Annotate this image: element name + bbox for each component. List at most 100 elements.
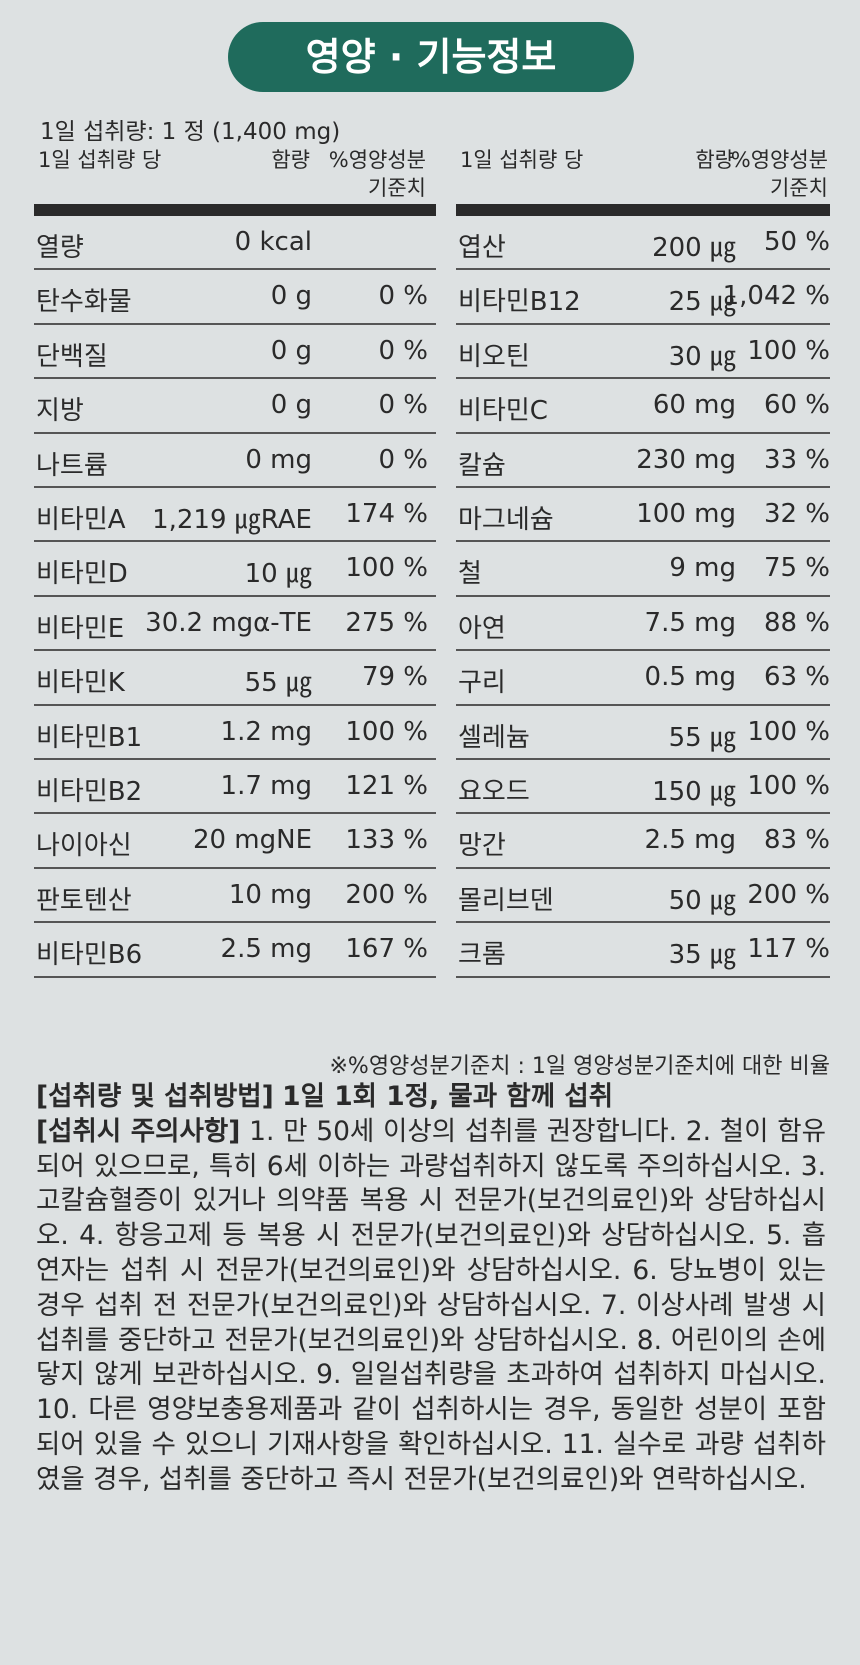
nutrient-amount: 10 mg bbox=[228, 879, 312, 910]
nutrient-name: 비타민A bbox=[36, 505, 126, 535]
nutrient-amount: 1,219 ㎍RAE bbox=[152, 505, 312, 535]
caution: [섭취시 주의사항] 1. 만 50세 이상의 섭취를 권장합니다. 2. 철이… bbox=[36, 1115, 826, 1498]
nutrient-name: 셀레늄 bbox=[458, 722, 530, 753]
instructions: [섭취량 및 섭취방법] 1일 1회 1정, 물과 함께 섭취 [섭취시 주의사… bbox=[36, 1080, 826, 1498]
nutrient-name: 아연 bbox=[458, 613, 506, 644]
nutrient-name: 엽산 bbox=[458, 233, 506, 263]
header-rule bbox=[34, 204, 436, 216]
nutrient-amount: 100 mg bbox=[636, 499, 736, 529]
nutrient-amount: 30.2 mgα-TE bbox=[145, 607, 312, 638]
nutrient-name: 비타민B2 bbox=[36, 777, 143, 807]
header-amount: 함량 bbox=[271, 148, 310, 172]
nutrient-name: 비타민B1 bbox=[36, 722, 143, 753]
nutrient-name: 열량 bbox=[36, 233, 84, 263]
nutrient-name: 판토텐산 bbox=[36, 885, 132, 916]
nutrient-dv: 0 % bbox=[378, 444, 428, 475]
nutrient-name: 비타민K bbox=[36, 668, 125, 699]
row-rule bbox=[456, 594, 830, 597]
title-badge: 영양 · 기능정보 bbox=[228, 22, 634, 92]
intake-text: 1일 1회 1정, 물과 함께 섭취 bbox=[282, 1081, 614, 1112]
row-rule bbox=[456, 268, 830, 271]
header-dv: 기준치 bbox=[770, 176, 828, 200]
nutrient-dv: 100 % bbox=[747, 771, 830, 801]
nutrient-amount: 60 mg bbox=[652, 390, 736, 421]
nutrient-dv: 50 % bbox=[763, 227, 830, 257]
nutrient-dv: 1,042 % bbox=[722, 281, 830, 312]
row-rule bbox=[34, 866, 436, 869]
nutrient-dv: 133 % bbox=[345, 825, 428, 856]
nutrient-name: 칼슘 bbox=[458, 450, 506, 481]
header-dv: %영양성분 bbox=[730, 148, 828, 172]
nutrient-amount: 55 ㎍ bbox=[244, 668, 312, 699]
nutrient-amount: 25 ㎍ bbox=[668, 287, 736, 318]
row-rule bbox=[34, 649, 436, 652]
nutrient-dv: 200 % bbox=[747, 879, 830, 910]
nutrient-amount: 1.2 mg bbox=[220, 716, 312, 747]
row-rule bbox=[456, 921, 830, 924]
nutrient-name: 구리 bbox=[458, 668, 506, 699]
nutrient-dv: 100 % bbox=[345, 716, 428, 747]
nutrient-amount: 2.5 mg bbox=[220, 934, 312, 965]
row-rule bbox=[34, 486, 436, 488]
caution-label: [섭취시 주의사항] bbox=[36, 1115, 241, 1147]
row-rule bbox=[456, 758, 830, 760]
nutrient-dv: 88 % bbox=[763, 607, 830, 638]
nutrient-amount: 2.5 mg bbox=[644, 825, 736, 856]
nutrient-amount: 9 mg bbox=[669, 553, 736, 584]
nutrient-dv: 275 % bbox=[345, 607, 428, 638]
nutrient-dv: 33 % bbox=[763, 444, 830, 475]
row-rule bbox=[456, 486, 830, 488]
nutrient-name: 단백질 bbox=[36, 341, 108, 372]
nutrient-dv: 167 % bbox=[345, 934, 428, 965]
nutrient-name: 비타민C bbox=[458, 396, 548, 427]
row-rule bbox=[34, 594, 436, 597]
footnote: ※%영양성분기준치 : 1일 영양성분기준치에 대한 비율 bbox=[329, 1054, 830, 1079]
nutrient-name: 나트륨 bbox=[36, 450, 108, 481]
nutrient-dv: 100 % bbox=[747, 716, 830, 747]
nutrient-dv: 100 % bbox=[345, 553, 428, 584]
nutrient-dv: 75 % bbox=[763, 553, 830, 584]
row-rule bbox=[456, 812, 830, 815]
nutrient-amount: 0 g bbox=[270, 335, 312, 366]
nutrient-dv: 0 % bbox=[378, 281, 428, 312]
nutrient-dv: 121 % bbox=[345, 771, 428, 801]
nutrient-amount: 20 mgNE bbox=[192, 825, 312, 856]
header-dv: %영양성분 bbox=[328, 148, 426, 172]
nutrient-name: 비타민D bbox=[36, 559, 128, 590]
nutrient-name: 망간 bbox=[458, 831, 506, 862]
nutrient-name: 나이아신 bbox=[36, 831, 132, 862]
nutrient-dv: 0 % bbox=[378, 335, 428, 366]
intake: [섭취량 및 섭취방법] 1일 1회 1정, 물과 함께 섭취 bbox=[36, 1080, 826, 1115]
nutrient-name: 마그네슘 bbox=[458, 505, 554, 535]
nutrient-amount: 230 mg bbox=[636, 444, 736, 475]
nutrient-name: 철 bbox=[458, 559, 482, 590]
nutrient-dv: 63 % bbox=[763, 662, 830, 693]
nutrient-name: 비타민E bbox=[36, 613, 125, 644]
row-rule bbox=[34, 758, 436, 760]
nutrient-name: 지방 bbox=[36, 396, 84, 427]
row-rule bbox=[34, 540, 436, 543]
row-rule bbox=[456, 431, 830, 434]
row-rule bbox=[456, 975, 830, 978]
nutrient-amount: 1.7 mg bbox=[220, 771, 312, 801]
nutrient-amount: 0 kcal bbox=[234, 227, 312, 257]
nutrient-name: 비타민B6 bbox=[36, 940, 143, 971]
nutrient-amount: 50 ㎍ bbox=[668, 885, 736, 916]
row-rule bbox=[456, 703, 830, 706]
nutrient-dv: 0 % bbox=[378, 390, 428, 421]
nutrient-amount: 0.5 mg bbox=[644, 662, 736, 693]
nutrient-amount: 10 ㎍ bbox=[244, 559, 312, 590]
nutrient-dv: 83 % bbox=[763, 825, 830, 856]
nutrient-amount: 7.5 mg bbox=[644, 607, 736, 638]
row-rule bbox=[34, 975, 436, 978]
nutrient-name: 비오틴 bbox=[458, 341, 530, 372]
row-rule bbox=[34, 812, 436, 815]
nutrient-dv: 60 % bbox=[763, 390, 830, 421]
header-dv: 기준치 bbox=[368, 176, 426, 200]
nutrient-name: 탄수화물 bbox=[36, 287, 132, 318]
nutrient-amount: 0 mg bbox=[245, 444, 312, 475]
nutrient-dv: 79 % bbox=[361, 662, 428, 693]
row-rule bbox=[34, 921, 436, 924]
row-rule bbox=[34, 431, 436, 434]
row-rule bbox=[34, 377, 436, 380]
